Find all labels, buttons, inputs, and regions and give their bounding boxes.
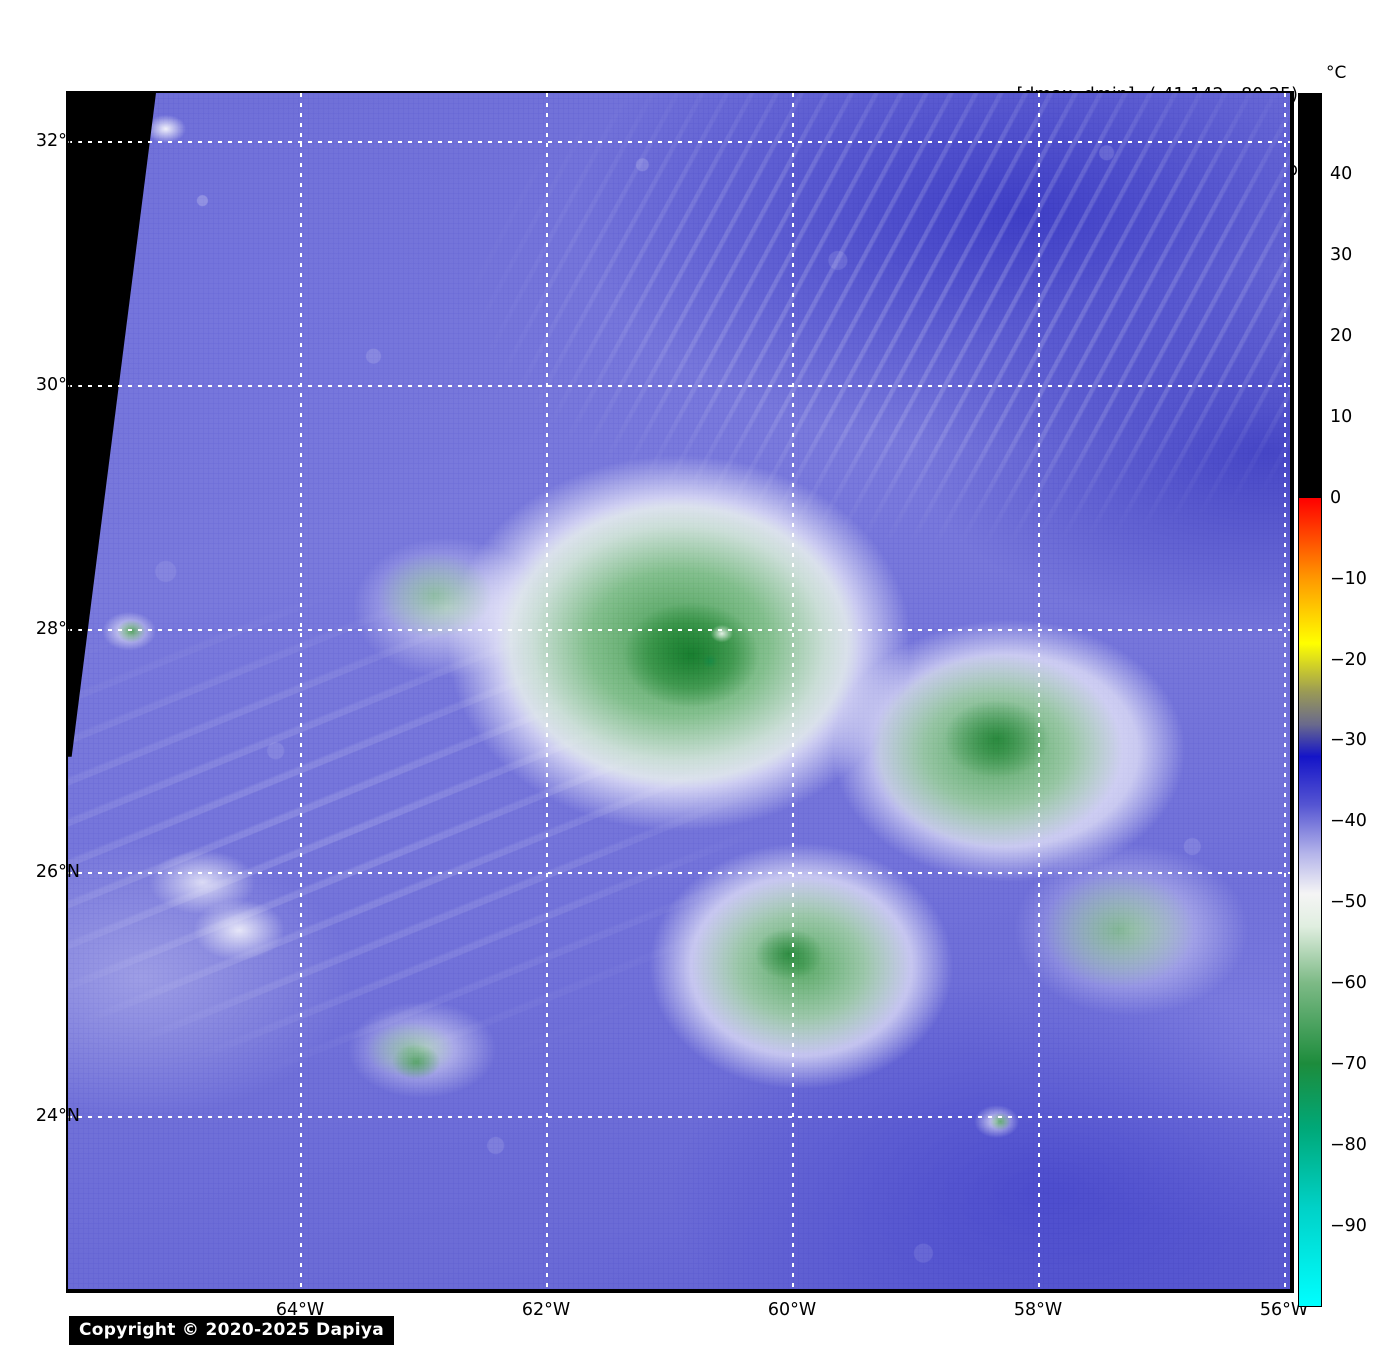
x-axis-tick-label: 58°W <box>1013 1300 1063 1320</box>
colorbar-unit-label: °C <box>1326 63 1347 83</box>
pixel-grid-texture <box>68 93 1290 1289</box>
y-axis-tick-label: 30°N <box>35 375 80 395</box>
colorbar-tick-label: 10 <box>1330 406 1353 427</box>
y-axis-tick-label: 28°N <box>35 619 80 639</box>
colorbar-tick-label: −80 <box>1330 1135 1367 1156</box>
x-axis-tick-label: 56°W <box>1259 1300 1309 1320</box>
colorbar-tick-label: −10 <box>1330 568 1367 589</box>
colorbar-tick-label: −30 <box>1330 730 1367 751</box>
y-axis-tick-label: 26°N <box>35 862 80 882</box>
x-axis-tick-label: 60°W <box>767 1300 817 1320</box>
colorbar-tick-label: −50 <box>1330 892 1367 913</box>
colorbar-tick-label: −70 <box>1330 1054 1367 1075</box>
colorbar-tick-label: 40 <box>1330 163 1353 184</box>
colorbar-gradient <box>1299 94 1321 1306</box>
colorbar-tick-label: 20 <box>1330 325 1353 346</box>
copyright-banner: Copyright © 2020-2025 Dapiya <box>69 1316 394 1345</box>
satellite-imagery-plot[interactable] <box>68 93 1292 1291</box>
colorbar-tick-label: −40 <box>1330 811 1367 832</box>
colorbar-tick-label: −90 <box>1330 1216 1367 1237</box>
y-axis-tick-label: 32°N <box>35 131 80 151</box>
colorbar-tick-label: 30 <box>1330 244 1353 265</box>
colorbar-tick-label: −60 <box>1330 973 1367 994</box>
colorbar-tick-label: 0 <box>1330 487 1342 508</box>
x-axis-tick-label: 64°W <box>275 1300 325 1320</box>
storm-eye-feature <box>68 93 1290 1289</box>
temperature-colorbar[interactable] <box>1298 93 1322 1307</box>
y-axis-tick-label: 24°N <box>35 1106 80 1126</box>
colorbar-tick-label: −20 <box>1330 649 1367 670</box>
x-axis-tick-label: 62°W <box>521 1300 571 1320</box>
